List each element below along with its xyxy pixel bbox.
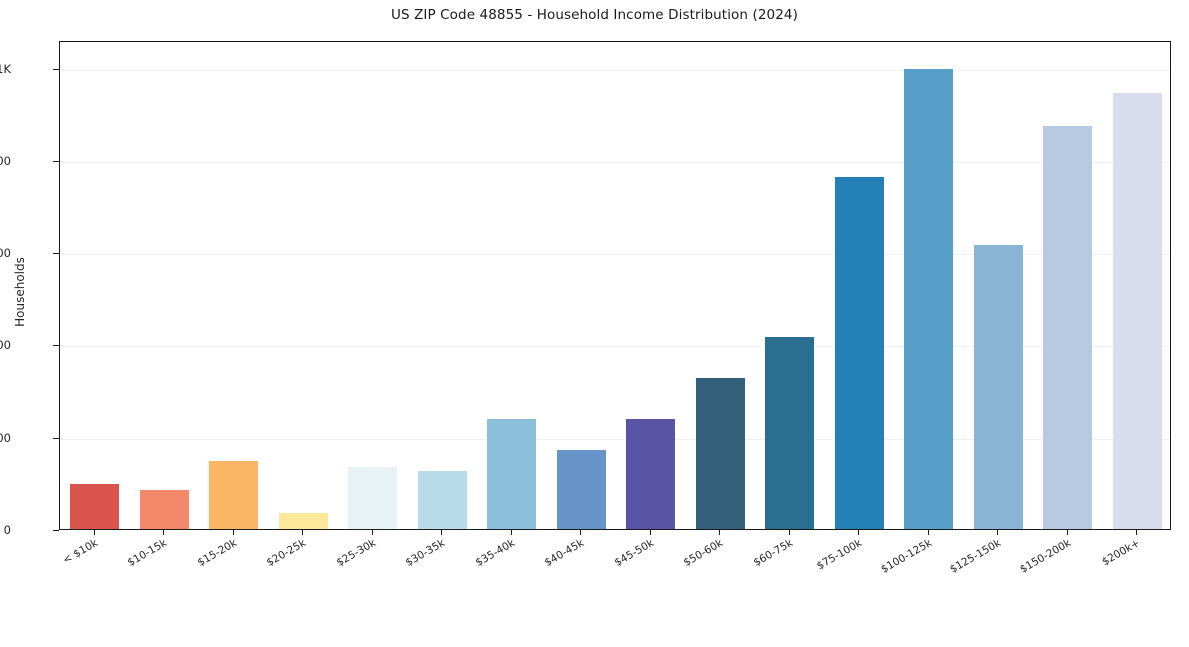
x-tick-mark: [441, 530, 443, 535]
chart-figure: US ZIP Code 48855 - Household Income Dis…: [0, 7, 1171, 576]
bar[interactable]: [556, 449, 606, 529]
x-tick-mark: [93, 530, 95, 535]
y-tick-label: 200: [0, 430, 11, 445]
chart-title: US ZIP Code 48855 - Household Income Dis…: [391, 7, 798, 23]
y-tick-mark: [53, 437, 59, 439]
bar[interactable]: [904, 68, 954, 529]
gridline: [60, 254, 1170, 256]
x-tick-mark: [788, 530, 790, 535]
x-tick-mark: [371, 530, 373, 535]
bar[interactable]: [1112, 93, 1162, 529]
bar[interactable]: [626, 418, 676, 529]
bar[interactable]: [70, 483, 120, 529]
bar[interactable]: [834, 177, 884, 529]
y-tick-label: 0: [3, 523, 11, 537]
bar[interactable]: [973, 245, 1023, 529]
y-tick-mark: [53, 253, 59, 255]
y-tick-label: 400: [0, 338, 11, 353]
x-tick-mark: [1136, 530, 1138, 535]
y-tick-label: 600: [0, 246, 11, 261]
bar[interactable]: [765, 336, 815, 529]
x-tick-mark: [510, 530, 512, 535]
gridline: [60, 346, 1170, 348]
x-tick-mark: [1066, 530, 1068, 535]
bar[interactable]: [417, 470, 467, 529]
y-tick-label: 1K: [0, 61, 11, 76]
x-tick-mark: [580, 530, 582, 535]
grid-lines: [60, 42, 1170, 529]
y-axis-label: Households: [13, 257, 27, 327]
y-tick-mark: [53, 345, 59, 347]
gridline: [60, 69, 1170, 71]
bar[interactable]: [487, 418, 537, 529]
gridline: [60, 161, 1170, 163]
bar[interactable]: [348, 466, 398, 529]
x-tick-mark: [649, 530, 651, 535]
plot-area: [59, 41, 1171, 530]
x-tick-mark: [302, 530, 304, 535]
bar[interactable]: [1043, 125, 1093, 529]
x-tick-mark: [997, 530, 999, 535]
bar-series: [60, 42, 1170, 529]
bar[interactable]: [139, 489, 189, 529]
y-tick-mark: [53, 68, 59, 70]
bar[interactable]: [278, 512, 328, 529]
bar[interactable]: [209, 460, 259, 529]
y-tick-mark: [53, 160, 59, 162]
gridline: [60, 438, 1170, 440]
x-tick-mark: [719, 530, 721, 535]
x-tick-mark: [232, 530, 234, 535]
x-tick-mark: [858, 530, 860, 535]
y-tick-mark: [53, 530, 59, 531]
x-tick-mark: [927, 530, 929, 535]
y-tick-label: 800: [0, 153, 11, 168]
x-tick-mark: [163, 530, 165, 535]
bar[interactable]: [695, 377, 745, 529]
